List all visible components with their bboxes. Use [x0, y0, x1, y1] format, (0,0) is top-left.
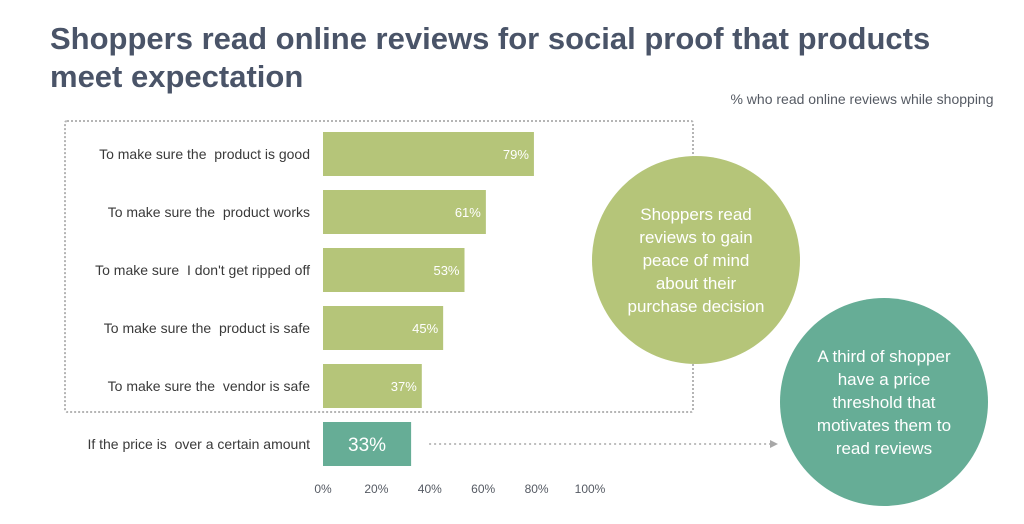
value-label-5: 33% [348, 435, 386, 456]
peace-of-mind-callout-text: Shoppers read reviews to gain peace of m… [627, 204, 765, 316]
bar-4 [323, 364, 422, 408]
value-label-4: 37% [391, 379, 417, 394]
value-label-3: 45% [412, 321, 438, 336]
chart-subtitle: % who read online reviews while shopping [730, 91, 994, 107]
peace-of-mind-callout: Shoppers read reviews to gain peace of m… [592, 156, 800, 364]
bar-0 [323, 132, 534, 176]
x-tick-label-0: 0% [314, 482, 332, 496]
x-tick-label-1: 20% [364, 482, 388, 496]
bar-3 [323, 306, 444, 350]
value-label-2: 53% [433, 263, 459, 278]
value-label-0: 79% [503, 147, 529, 162]
category-label-2: To make sure I don't get ripped off [95, 262, 310, 278]
bar-2 [323, 248, 465, 292]
category-label-1: To make sure the product works [108, 204, 310, 220]
chart-title: Shoppers read online reviews for social … [50, 21, 931, 94]
price-threshold-callout: A third of shopper have a price threshol… [780, 298, 988, 506]
category-label-3: To make sure the product is safe [104, 320, 310, 336]
category-label-5: If the price is over a certain amount [87, 436, 310, 452]
connector-arrowhead [770, 440, 778, 448]
x-tick-label-3: 60% [471, 482, 495, 496]
category-label-0: To make sure the product is good [99, 146, 310, 162]
price-threshold-callout-text: A third of shopper have a price threshol… [816, 346, 952, 458]
x-tick-label-5: 100% [575, 482, 606, 496]
category-label-4: To make sure the vendor is safe [108, 378, 311, 394]
x-tick-label-4: 80% [525, 482, 549, 496]
value-label-1: 61% [455, 205, 481, 220]
x-tick-label-2: 40% [418, 482, 442, 496]
bar-1 [323, 190, 486, 234]
bar-5 [323, 422, 412, 466]
